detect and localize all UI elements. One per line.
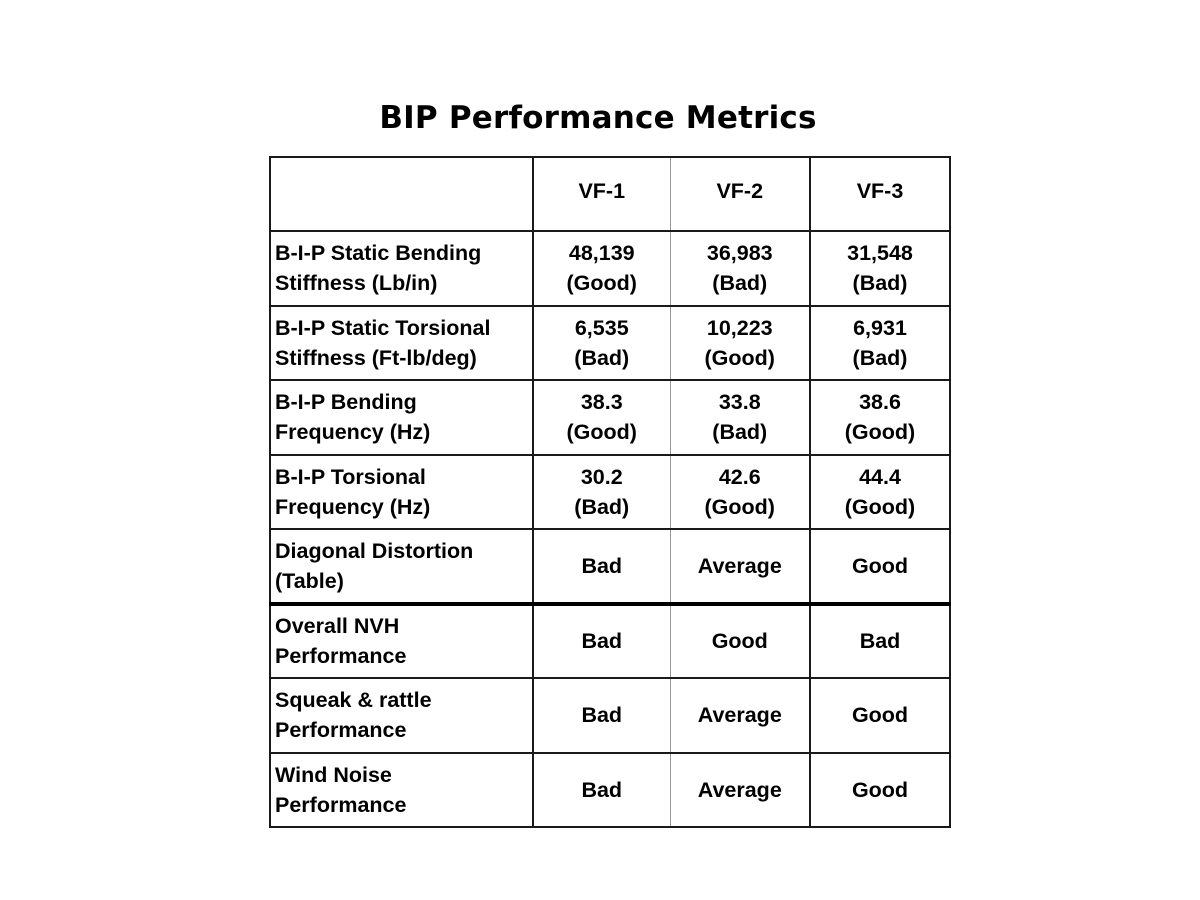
row-label: Wind Noise Performance (269, 751, 534, 828)
cell-vf1: Bad (532, 528, 671, 605)
column-header-vf1: VF-1 (532, 156, 671, 232)
table-row-static-bending: B-I-P Static Bending Stiffness (Lb/in) 4… (269, 230, 951, 307)
cell-vf2: Average (669, 751, 811, 828)
corner-cell (269, 156, 534, 232)
table-row-torsional-frequency: B-I-P Torsional Frequency (Hz) 30.2 (Bad… (269, 453, 951, 530)
cell-vf1: 6,535 (Bad) (532, 304, 671, 381)
column-header-vf3: VF-3 (809, 156, 951, 232)
table-row-overall-nvh: Overall NVH Performance Bad Good Bad (269, 601, 951, 679)
metrics-table: VF-1 VF-2 VF-3 B-I-P Static Bending Stif… (269, 156, 951, 828)
cell-vf3: Good (809, 528, 951, 605)
cell-vf3: 6,931 (Bad) (809, 304, 951, 381)
table-row-diagonal-distortion: Diagonal Distortion (Table) Bad Average … (269, 528, 951, 605)
table-row-squeak-rattle: Squeak & rattle Performance Bad Average … (269, 677, 951, 754)
cell-vf2: 42.6 (Good) (669, 453, 811, 530)
table-row-bending-frequency: B-I-P Bending Frequency (Hz) 38.3 (Good)… (269, 379, 951, 456)
cell-vf3: Bad (809, 601, 951, 679)
cell-vf3: 38.6 (Good) (809, 379, 951, 456)
cell-vf1: 48,139 (Good) (532, 230, 671, 307)
header-row: VF-1 VF-2 VF-3 (269, 156, 951, 232)
cell-vf2: 36,983 (Bad) (669, 230, 811, 307)
table-row-static-torsional: B-I-P Static Torsional Stiffness (Ft-lb/… (269, 304, 951, 381)
cell-vf1: Bad (532, 677, 671, 754)
cell-vf2: Average (669, 528, 811, 605)
cell-vf2: Good (669, 601, 811, 679)
cell-vf3: 31,548 (Bad) (809, 230, 951, 307)
cell-vf1: Bad (532, 751, 671, 828)
row-label: Squeak & rattle Performance (269, 677, 534, 754)
row-label: Overall NVH Performance (269, 601, 534, 679)
cell-vf3: 44.4 (Good) (809, 453, 951, 530)
row-label: B-I-P Bending Frequency (Hz) (269, 379, 534, 456)
slide-title: BIP Performance Metrics (379, 100, 817, 136)
row-label: B-I-P Torsional Frequency (Hz) (269, 453, 534, 530)
cell-vf1: 30.2 (Bad) (532, 453, 671, 530)
cell-vf2: 10,223 (Good) (669, 304, 811, 381)
cell-vf2: Average (669, 677, 811, 754)
cell-vf3: Good (809, 751, 951, 828)
table-row-wind-noise: Wind Noise Performance Bad Average Good (269, 751, 951, 828)
cell-vf3: Good (809, 677, 951, 754)
cell-vf1: Bad (532, 601, 671, 679)
cell-vf2: 33.8 (Bad) (669, 379, 811, 456)
row-label: Diagonal Distortion (Table) (269, 528, 534, 605)
row-label: B-I-P Static Torsional Stiffness (Ft-lb/… (269, 304, 534, 381)
row-label: B-I-P Static Bending Stiffness (Lb/in) (269, 230, 534, 307)
cell-vf1: 38.3 (Good) (532, 379, 671, 456)
column-header-vf2: VF-2 (669, 156, 811, 232)
